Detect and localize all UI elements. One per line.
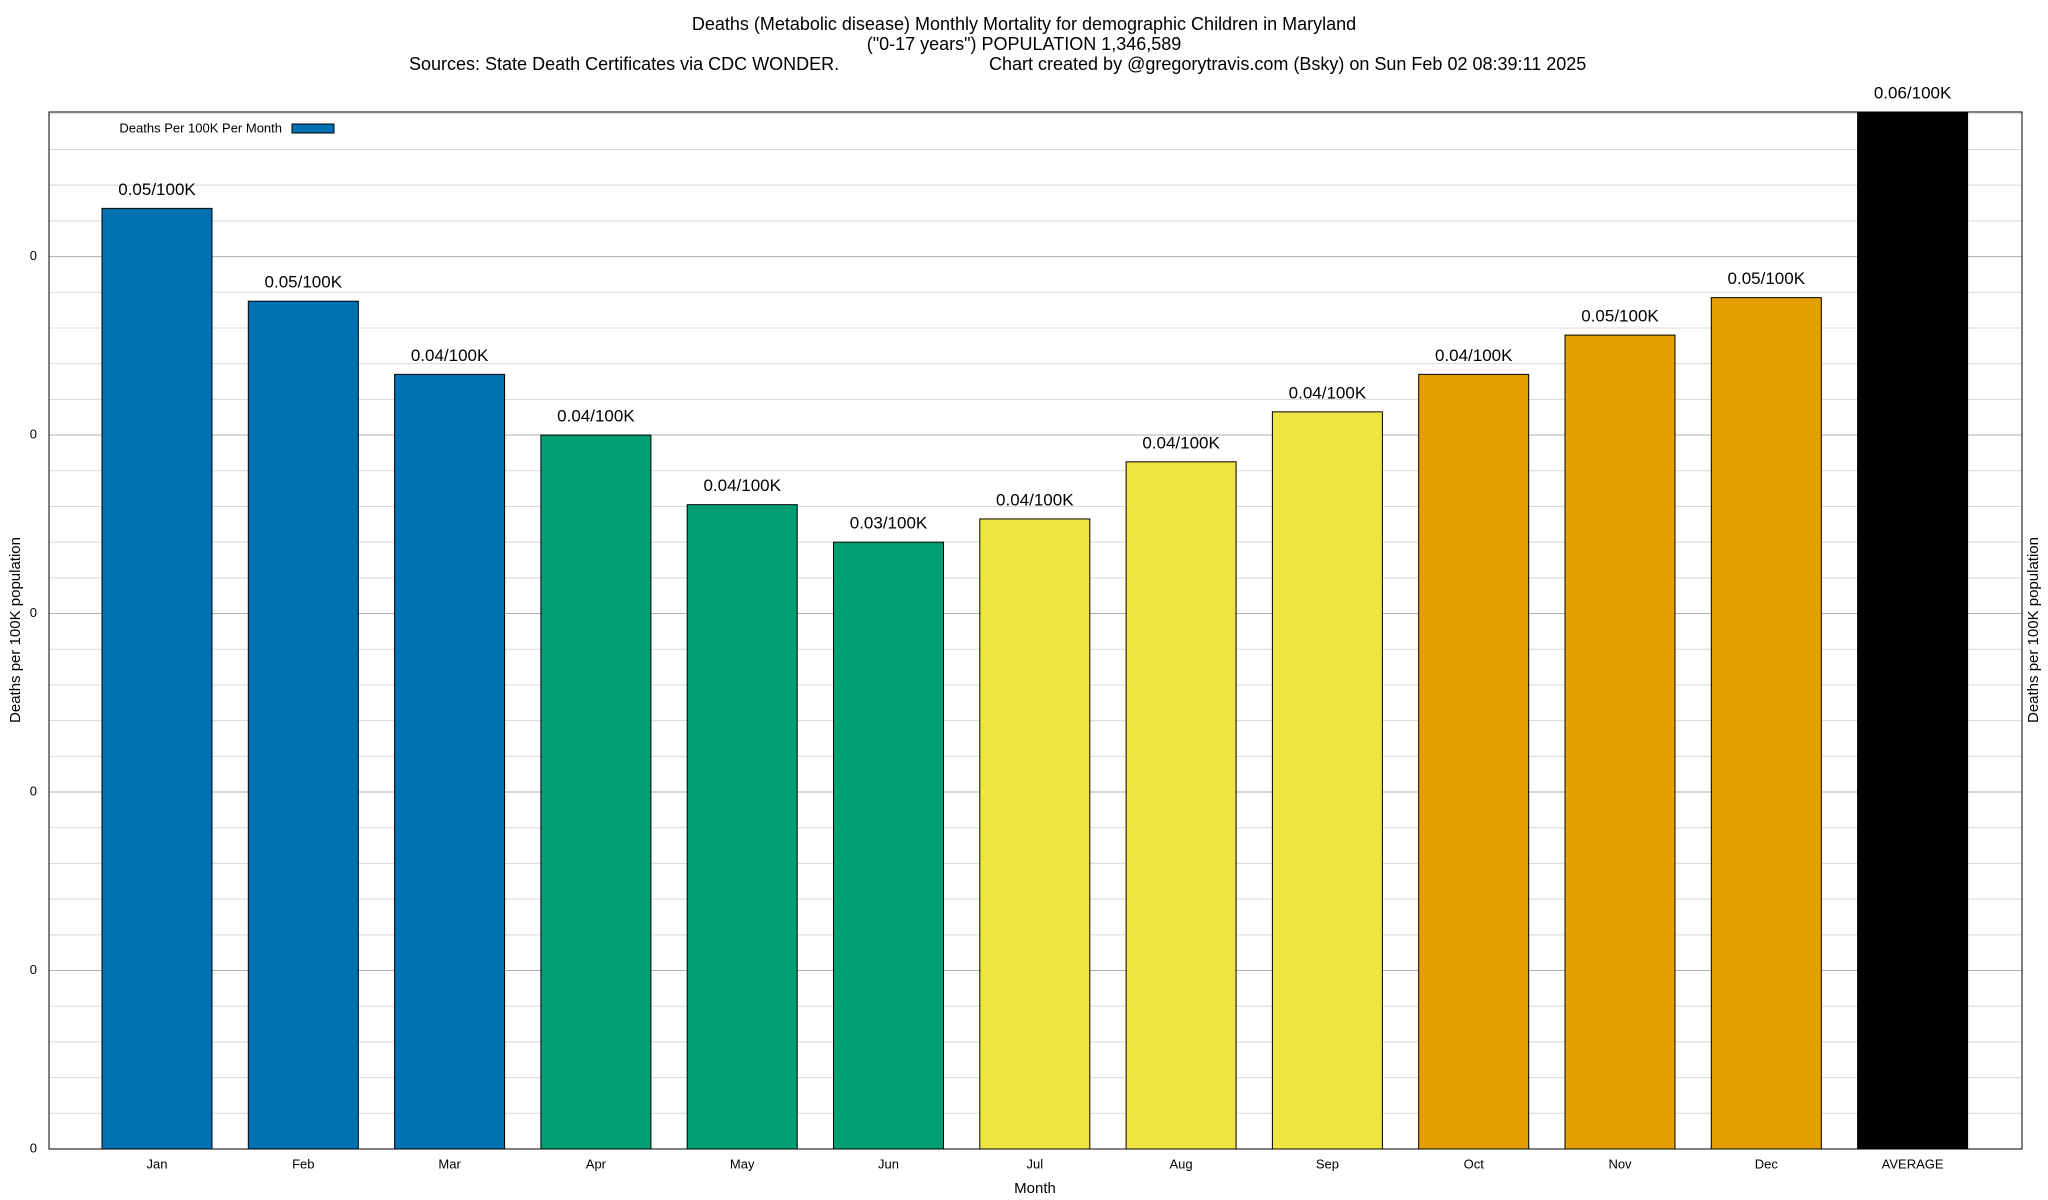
x-tick-label: Dec xyxy=(1755,1156,1779,1171)
bar xyxy=(1271,411,1383,1150)
y-tick-label: 0 xyxy=(30,605,37,620)
bar xyxy=(979,518,1091,1150)
y-tick-label: 0 xyxy=(30,783,37,798)
bar xyxy=(1857,111,1969,1150)
bar xyxy=(394,373,506,1150)
bar xyxy=(1710,297,1822,1150)
value-label: 0.05/100K xyxy=(265,273,343,292)
value-label: 0.04/100K xyxy=(1435,346,1513,365)
y-tick-label: 0 xyxy=(30,248,37,263)
x-tick-label: Nov xyxy=(1608,1156,1632,1171)
y-tick-label: 0 xyxy=(30,1140,37,1155)
credit: Chart created by @gregorytravis.com (Bsk… xyxy=(989,54,1586,74)
x-tick-label: Jul xyxy=(1026,1156,1043,1171)
value-label: 0.04/100K xyxy=(411,346,489,365)
x-tick-label: Feb xyxy=(292,1156,314,1171)
value-label: 0.05/100K xyxy=(1581,307,1659,326)
value-label: 0.04/100K xyxy=(557,407,635,426)
chart-subtitle: ("0-17 years") POPULATION 1,346,589 xyxy=(867,34,1182,54)
bar xyxy=(833,541,944,1150)
value-label: 0.06/100K xyxy=(1874,83,1952,102)
bar xyxy=(101,207,213,1150)
x-tick-label: May xyxy=(730,1156,755,1171)
x-tick-label: Jun xyxy=(878,1156,899,1171)
y-tick-label: 0 xyxy=(30,426,37,441)
value-label: 0.04/100K xyxy=(996,490,1074,509)
x-axis-label: Month xyxy=(1014,1180,1056,1197)
x-tick-label: Jan xyxy=(147,1156,168,1171)
y-axis-label: Deaths per 100K population xyxy=(7,537,24,723)
y-tick-label: 0 xyxy=(30,962,37,977)
value-label: 0.04/100K xyxy=(1289,383,1367,402)
x-tick-label: Oct xyxy=(1464,1156,1485,1171)
value-label: 0.04/100K xyxy=(1142,433,1220,452)
y2-axis-label: Deaths per 100K population xyxy=(2025,537,2042,723)
x-tick-label: Sep xyxy=(1316,1156,1339,1171)
value-label: 0.04/100K xyxy=(703,476,781,495)
chart-title: Deaths (Metabolic disease) Monthly Morta… xyxy=(692,14,1356,34)
x-tick-label: Mar xyxy=(438,1156,461,1171)
legend-label: Deaths Per 100K Per Month xyxy=(119,120,282,135)
bar xyxy=(686,504,798,1150)
value-label: 0.05/100K xyxy=(1728,269,1806,288)
x-tick-label: AVERAGE xyxy=(1882,1156,1944,1171)
bar xyxy=(1418,373,1530,1150)
source: Sources: State Death Certificates via CD… xyxy=(409,54,839,74)
x-tick-label: Aug xyxy=(1170,1156,1193,1171)
value-label: 0.05/100K xyxy=(118,180,196,199)
bar xyxy=(1564,334,1676,1150)
bar xyxy=(540,434,652,1150)
x-tick-label: Apr xyxy=(586,1156,607,1171)
legend-swatch xyxy=(291,123,335,134)
value-label: 0.03/100K xyxy=(850,514,928,533)
bar xyxy=(1125,461,1237,1150)
bar xyxy=(247,300,359,1150)
